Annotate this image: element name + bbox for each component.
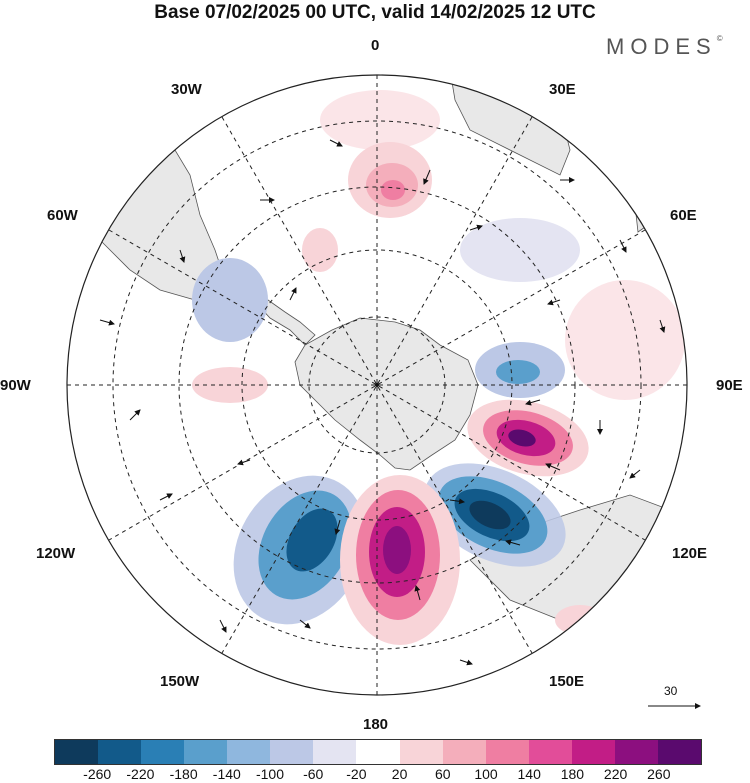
colorbar-swatch bbox=[442, 740, 486, 764]
colorbar bbox=[54, 739, 702, 765]
colorbar-swatch bbox=[657, 740, 701, 764]
lon-label-180: 180 bbox=[363, 716, 389, 733]
colorbar-swatch bbox=[98, 740, 142, 764]
anomaly-blue-5 bbox=[460, 218, 580, 282]
meridians bbox=[67, 75, 687, 695]
colorbar-tick-label: -100 bbox=[255, 766, 285, 782]
modes-logo: MODES© bbox=[606, 34, 723, 59]
lon-label-60e: 60E bbox=[670, 207, 697, 224]
colorbar-tick-label: 60 bbox=[435, 766, 451, 782]
lon-label-150e: 150E bbox=[549, 673, 585, 690]
map-title: Base 07/02/2025 00 UTC, valid 14/02/2025… bbox=[154, 2, 596, 23]
anomaly-pink-4 bbox=[302, 228, 338, 272]
pole-dot bbox=[375, 383, 379, 387]
colorbar-swatch bbox=[55, 740, 99, 764]
lon-label-90w: 90W bbox=[0, 377, 31, 394]
lon-label-0: 0 bbox=[371, 37, 380, 54]
colorbar-tick-label: -260 bbox=[83, 766, 112, 782]
colorbar-tick-label: -140 bbox=[212, 766, 241, 782]
colorbar-tick-label: -220 bbox=[126, 766, 155, 782]
colorbar-tick-label: -60 bbox=[303, 766, 324, 782]
colorbar-tick-label: 260 bbox=[647, 766, 671, 782]
anomaly-pink-1 bbox=[340, 475, 460, 645]
anomaly-pink-6 bbox=[565, 280, 685, 400]
lon-label-30e: 30E bbox=[549, 81, 576, 98]
reference-vector-value: 30 bbox=[664, 684, 678, 698]
anomaly-blue-3 bbox=[475, 342, 565, 398]
colorbar-tick-label: 180 bbox=[560, 766, 585, 782]
lon-label-30w: 30W bbox=[171, 81, 202, 98]
colorbar-swatch bbox=[141, 740, 185, 764]
anomaly-blue-1 bbox=[424, 463, 566, 567]
wind-vectors bbox=[99, 139, 666, 666]
anomaly-pink-2 bbox=[467, 399, 589, 477]
lon-label-120e: 120E bbox=[672, 545, 708, 562]
anomaly-pink-8 bbox=[320, 90, 440, 150]
colorbar-swatch bbox=[528, 740, 572, 764]
colorbar-swatch bbox=[356, 740, 400, 764]
anomaly-pink-3 bbox=[348, 142, 432, 218]
colorbar-swatch bbox=[270, 740, 314, 764]
lon-label-150w: 150W bbox=[160, 673, 200, 690]
anomaly-fields bbox=[192, 90, 685, 645]
colorbar-swatch bbox=[184, 740, 228, 764]
colorbar-tick-label: 220 bbox=[603, 766, 628, 782]
colorbar-swatch bbox=[614, 740, 658, 764]
colorbar-swatch bbox=[399, 740, 443, 764]
colorbar-tick-label: 140 bbox=[517, 766, 541, 782]
colorbar-tick-label: 100 bbox=[474, 766, 498, 782]
colorbar-swatch bbox=[485, 740, 529, 764]
colorbar-swatch bbox=[313, 740, 357, 764]
lon-label-90e: 90E bbox=[716, 377, 743, 394]
colorbar-tick-label: -180 bbox=[169, 766, 198, 782]
colorbar-swatch bbox=[227, 740, 271, 764]
map-border bbox=[66, 74, 688, 696]
colorbar-labels: -260 -220 -180 -140 -100 -60 -20 20 60 100 140 180 2… bbox=[0, 766, 750, 783]
antarctica-land bbox=[294, 317, 479, 471]
colorbar-tick-label: 20 bbox=[391, 766, 408, 782]
colorbar-tick-label: -20 bbox=[346, 766, 367, 782]
lon-label-60w: 60W bbox=[47, 207, 78, 224]
lon-label-120w: 120W bbox=[36, 545, 76, 562]
colorbar-swatch bbox=[571, 740, 615, 764]
